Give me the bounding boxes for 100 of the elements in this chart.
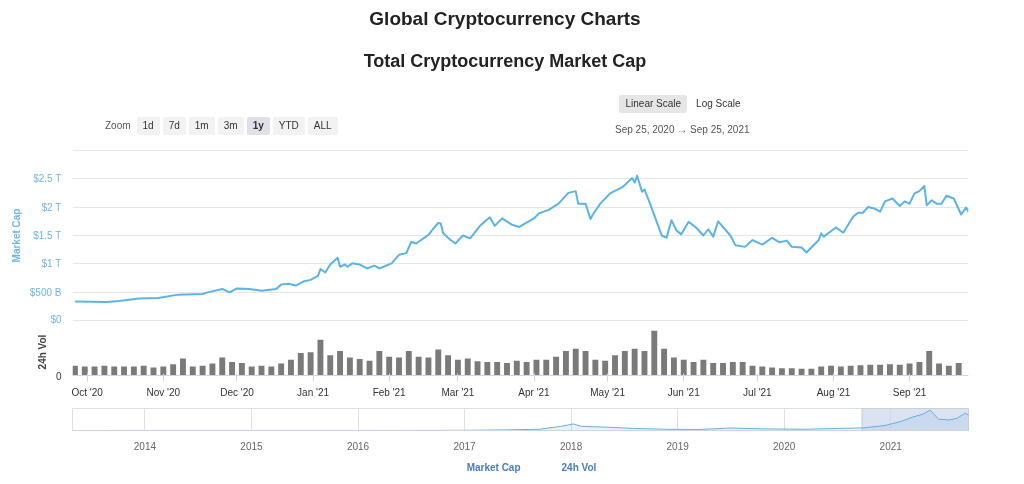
bar [739,362,746,376]
x-tick-label: Nov '20 [146,386,181,398]
bar [818,366,825,376]
bar [553,356,560,376]
bar [101,365,108,376]
bar [317,339,324,376]
y-axis-title: 24h Vol [36,334,48,370]
bar [346,357,353,376]
bar [91,366,98,376]
bar [130,366,137,376]
y-tick-label: $500 B [29,286,62,298]
text: 3m [217,117,244,136]
x-tick-label: Apr '21 [518,386,551,398]
text: ALL [307,117,338,136]
x-tick-label: Oct '20 [71,386,104,398]
bar [376,350,383,376]
bar [288,359,294,376]
x-tick-label: Jun '21 [667,386,701,398]
chart-subtitle: Total Cryptocurrency Market Cap [363,50,647,73]
text: Linear Scale [619,95,688,114]
bar [916,362,923,376]
x-tick-label: Mar '21 [441,386,475,398]
bar [327,355,334,376]
bar [425,357,432,376]
text: 7d [162,117,186,136]
x-tick-label: 2019 [666,440,690,452]
bar [504,362,510,376]
bar [268,366,275,376]
bar [955,362,962,376]
bar [494,362,501,376]
x-tick-label: 2018 [559,440,583,452]
bar [238,362,245,376]
bar [523,362,530,376]
bar [180,358,186,376]
bar [562,350,569,376]
bar [111,366,118,376]
bar [661,348,668,376]
bar [435,349,442,376]
text: YTD [272,117,305,136]
bar [847,365,854,376]
bar [297,353,304,376]
y-tick-label: $2 T [41,201,62,213]
bar [828,365,834,376]
bar [729,362,736,376]
bar [445,355,452,376]
text: Market Cap [466,461,521,473]
text: 0 [55,370,62,382]
text: Sep 25, 2020 → Sep 25, 2021 [615,123,750,138]
bar [877,364,884,376]
bar [415,356,422,376]
bar [720,362,726,376]
bar [759,366,766,376]
text: 1d [136,117,160,136]
x-tick-label: Sep '21 [892,386,927,398]
bar [670,357,677,376]
x-tick-label: 2014 [133,440,157,452]
y-axis-title: Market Cap [10,208,22,263]
bar [621,350,628,376]
bar [513,360,520,376]
text: 1y [246,117,270,136]
x-tick-label: Jan '21 [297,386,330,398]
bar [209,363,216,376]
bar [945,365,952,376]
bar [337,350,344,376]
bar [769,367,776,376]
bar [710,362,717,376]
bar [651,330,658,376]
bar [396,357,402,376]
bar [356,358,363,376]
bar [248,366,255,376]
x-tick-label: 2020 [773,440,796,452]
bar [602,360,609,376]
y-tick-label: $1 T [41,258,62,270]
bar [454,359,461,376]
bar [680,359,687,376]
bar [307,352,314,376]
x-tick-label: Aug '21 [816,386,851,398]
x-tick-label: 2017 [453,440,477,452]
bar [788,368,795,376]
bar [121,366,127,376]
bar [170,364,177,376]
bar [572,348,579,376]
bar [808,368,815,376]
bar [631,348,638,376]
x-tick-label: Feb '21 [372,386,407,398]
x-tick-label: Dec '20 [220,386,255,398]
bar [140,365,147,376]
chart-title: Global Cryptocurrency Charts [369,7,641,31]
bar [543,359,550,376]
bar [278,363,285,376]
x-tick-label: 2016 [346,440,370,452]
bar [798,368,805,376]
y-tick-label: $2.5 T [33,173,62,185]
bar [778,368,785,376]
bar [189,366,196,376]
bar [405,350,412,376]
text: Zoom [105,120,131,131]
x-tick-label: 2021 [879,440,903,452]
bar [199,365,206,376]
x-tick-label: 2015 [240,440,264,452]
